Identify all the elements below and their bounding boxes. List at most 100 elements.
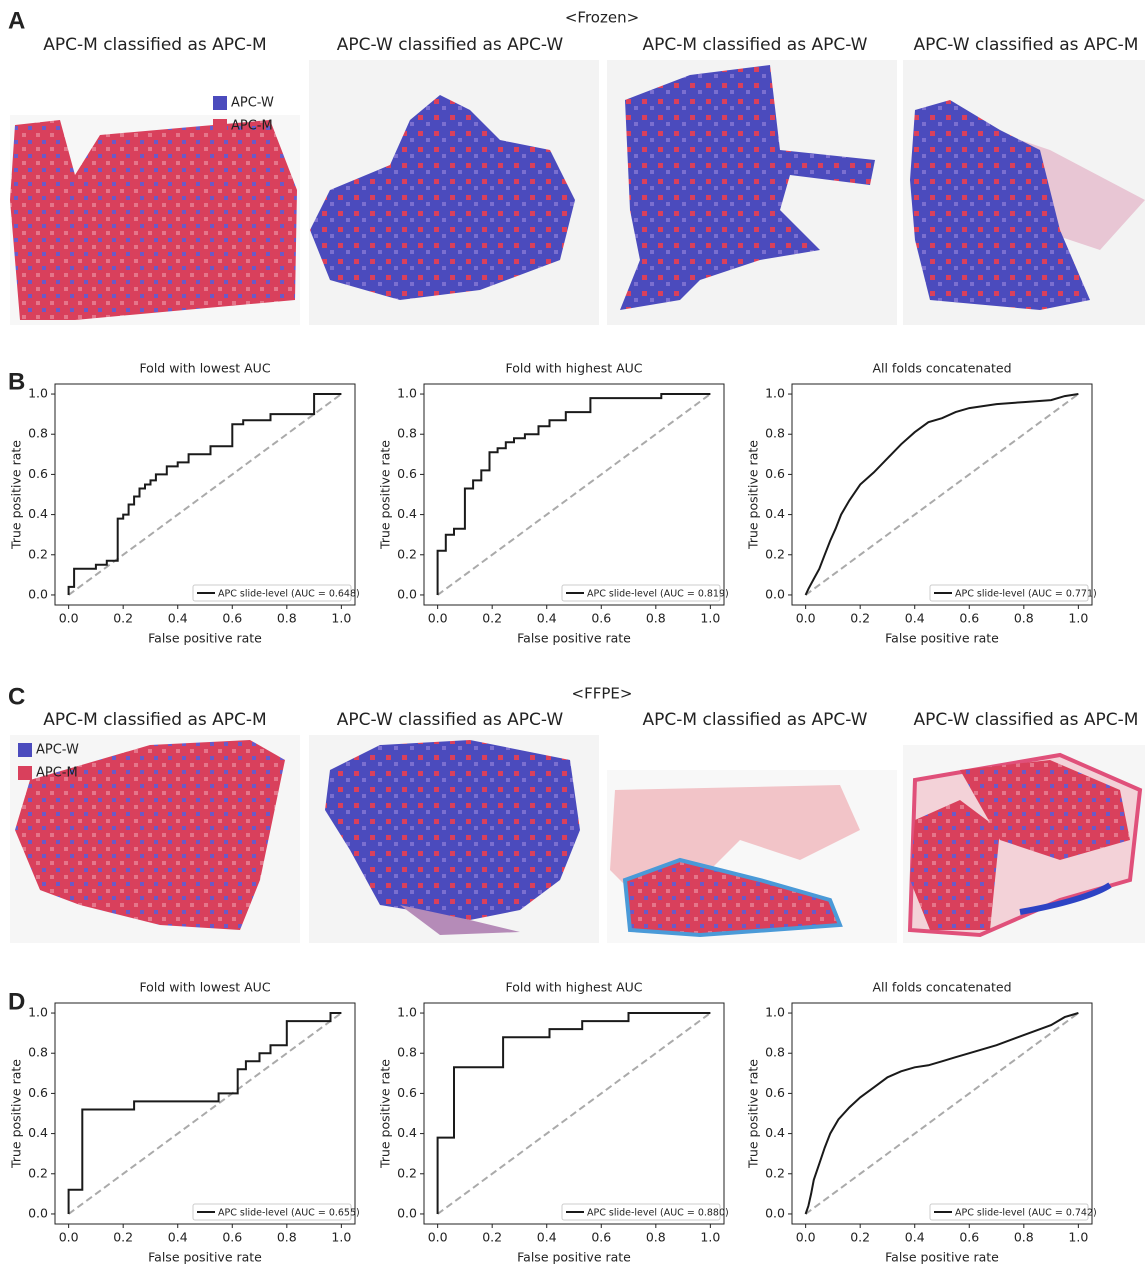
plot-frame (423, 383, 725, 606)
roc-curve (67, 393, 342, 595)
y-tick-label: 1.0 (397, 1005, 417, 1020)
panel-label: D (8, 988, 25, 1015)
x-tick-label: 0.0 (796, 611, 816, 626)
image-caption: APC-M classified as APC-W (643, 35, 868, 55)
x-tick-label: 0.2 (850, 611, 870, 626)
legend-box (192, 584, 352, 602)
y-tick-label: 0.6 (397, 466, 417, 481)
x-tick-label: 0.8 (277, 1230, 297, 1245)
y-tick-label: 0.4 (765, 1125, 785, 1140)
chart-title: All folds concatenated (872, 361, 1011, 376)
roc-curve (804, 1012, 1079, 1215)
y-tick-label: 0.4 (397, 1125, 417, 1140)
x-axis-label: False positive rate (148, 631, 262, 646)
x-tick-label: 0.8 (277, 611, 297, 626)
legend-box (192, 1203, 352, 1221)
x-tick-label: 0.4 (537, 1230, 557, 1245)
legend-label: APC slide-level (AUC = 0.655) (218, 1208, 360, 1219)
image-caption: APC-W classified as APC-W (337, 35, 564, 55)
y-axis-label: True positive rate (9, 440, 24, 550)
x-axis-label: False positive rate (517, 631, 631, 646)
y-tick-label: 0.0 (765, 586, 785, 601)
x-tick-label: 0.0 (59, 611, 79, 626)
x-tick-label: 0.8 (1014, 1230, 1034, 1245)
x-tick-label: 0.6 (222, 1230, 242, 1245)
x-tick-label: 0.2 (850, 1230, 870, 1245)
panel-label: A (8, 7, 25, 34)
x-tick-label: 1.0 (1068, 1230, 1088, 1245)
chart-title: Fold with highest AUC (505, 980, 642, 995)
y-tick-label: 0.0 (397, 1205, 417, 1220)
x-tick-label: 0.2 (482, 611, 502, 626)
y-tick-label: 0.8 (765, 1045, 785, 1060)
plot-frame (423, 1002, 725, 1225)
panel-label: B (8, 368, 25, 395)
y-tick-label: 1.0 (765, 386, 785, 401)
x-tick-label: 0.0 (59, 1230, 79, 1245)
chart: Fold with highest AUC 0.0 0.2 0.4 0.6 0.8 1.0 0… (378, 980, 729, 1265)
image-caption: APC-W classified as APC-M (914, 710, 1139, 730)
y-tick-label: 0.2 (397, 1165, 417, 1180)
y-tick-label: 0.8 (765, 426, 785, 441)
plot-frame (54, 383, 356, 606)
image-caption: APC-W classified as APC-W (337, 710, 564, 730)
roc-curve (804, 393, 1079, 596)
legend-label: APC slide-level (AUC = 0.819) (587, 589, 729, 600)
y-axis-label: True positive rate (378, 440, 393, 550)
legend-label: APC-M (231, 119, 273, 134)
chart: Fold with highest AUC 0.0 0.2 0.4 0.6 0.8 1.0 0… (378, 361, 729, 646)
y-tick-label: 0.4 (765, 506, 785, 521)
plot-frame (791, 1002, 1093, 1225)
x-tick-label: 0.0 (428, 1230, 448, 1245)
y-tick-label: 0.0 (765, 1205, 785, 1220)
y-tick-label: 0.8 (28, 1045, 48, 1060)
y-tick-label: 0.4 (28, 506, 48, 521)
y-tick-label: 1.0 (28, 1005, 48, 1020)
y-tick-label: 0.0 (28, 1205, 48, 1220)
x-tick-label: 0.6 (959, 611, 979, 626)
y-tick-label: 0.2 (397, 546, 417, 561)
x-tick-label: 0.0 (796, 1230, 816, 1245)
y-tick-label: 0.6 (765, 1085, 785, 1100)
legend-swatch (213, 119, 227, 133)
x-tick-label: 0.6 (591, 1230, 611, 1245)
y-tick-label: 0.2 (765, 1165, 785, 1180)
image-caption: APC-M classified as APC-M (43, 35, 266, 55)
legend-label: APC-W (231, 96, 274, 111)
x-tick-label: 1.0 (331, 611, 351, 626)
image-caption: APC-W classified as APC-M (914, 35, 1139, 55)
x-tick-label: 0.4 (537, 611, 557, 626)
chart-title: Fold with lowest AUC (139, 361, 270, 376)
y-tick-label: 0.4 (397, 506, 417, 521)
x-axis-label: False positive rate (885, 631, 999, 646)
y-tick-label: 0.8 (397, 1045, 417, 1060)
y-tick-label: 0.8 (397, 426, 417, 441)
y-tick-label: 0.2 (28, 1165, 48, 1180)
x-tick-label: 0.6 (959, 1230, 979, 1245)
y-tick-label: 0.4 (28, 1125, 48, 1140)
roc-curve (67, 1012, 342, 1214)
y-axis-label: True positive rate (746, 440, 761, 550)
x-axis-label: False positive rate (517, 1250, 631, 1265)
image-caption: APC-M classified as APC-W (643, 710, 868, 730)
legend-box (561, 1203, 721, 1221)
y-tick-label: 0.0 (28, 586, 48, 601)
reference-line (68, 1012, 342, 1215)
roc-curve (436, 1012, 711, 1214)
chart: All folds concatenated 0.0 0.2 0.4 0.6 0.8 1.0… (746, 980, 1097, 1265)
legend-box (929, 1203, 1089, 1221)
legend-label: APC-W (36, 743, 79, 758)
y-axis-label: True positive rate (9, 1059, 24, 1169)
x-tick-label: 0.4 (905, 611, 925, 626)
chart-title: All folds concatenated (872, 980, 1011, 995)
y-axis-label: True positive rate (746, 1059, 761, 1169)
legend-box (929, 584, 1089, 602)
section-title: <FFPE> (572, 685, 633, 703)
legend-label: APC slide-level (AUC = 0.742) (955, 1208, 1097, 1219)
legend-label: APC slide-level (AUC = 0.771) (955, 589, 1097, 600)
panel-label: C (8, 683, 25, 710)
chart: All folds concatenated 0.0 0.2 0.4 0.6 0.8 1.0… (746, 361, 1097, 646)
section-title: <Frozen> (565, 9, 639, 27)
x-tick-label: 1.0 (700, 1230, 720, 1245)
x-tick-label: 0.4 (905, 1230, 925, 1245)
